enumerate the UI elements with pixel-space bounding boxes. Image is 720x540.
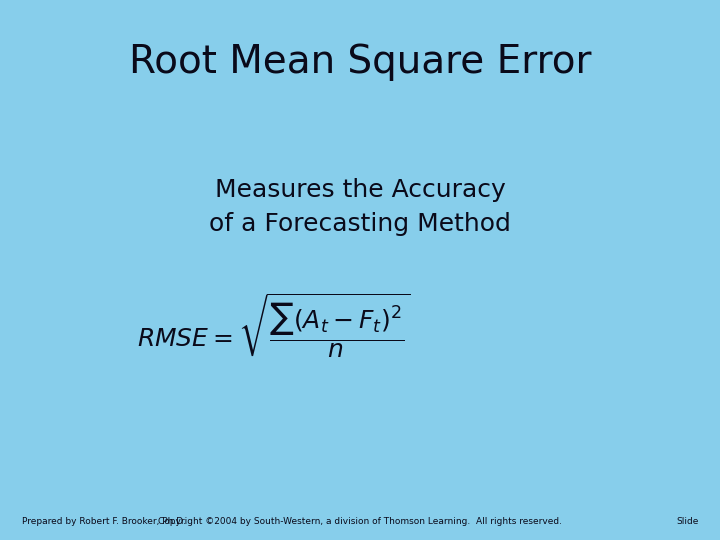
Text: $\mathit{RMSE} = \sqrt{\dfrac{\sum(A_t - F_t)^2}{n}}$: $\mathit{RMSE} = \sqrt{\dfrac{\sum(A_t -… bbox=[137, 292, 410, 360]
Text: Slide: Slide bbox=[676, 517, 698, 526]
Text: Copyright ©2004 by South-Western, a division of Thomson Learning.  All rights re: Copyright ©2004 by South-Western, a divi… bbox=[158, 517, 562, 526]
Text: Root Mean Square Error: Root Mean Square Error bbox=[129, 43, 591, 81]
Text: Prepared by Robert F. Brooker, Ph.D.: Prepared by Robert F. Brooker, Ph.D. bbox=[22, 517, 186, 526]
Text: Measures the Accuracy
of a Forecasting Method: Measures the Accuracy of a Forecasting M… bbox=[209, 178, 511, 235]
